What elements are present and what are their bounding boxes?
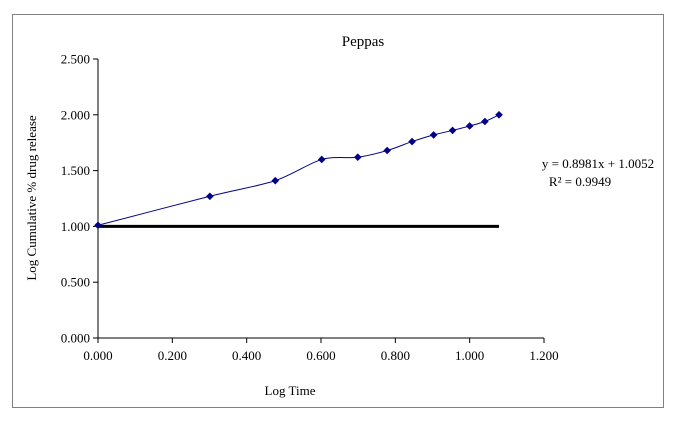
data-point xyxy=(465,122,474,130)
data-point xyxy=(408,137,416,146)
x-tick-label: 0.200 xyxy=(158,348,187,363)
x-ticks: 0.000 0.200 0.400 0.600 0.800 1.000 1.200 xyxy=(83,338,559,363)
y-tick-label: 2.000 xyxy=(61,107,90,122)
x-tick-label: 0.600 xyxy=(306,348,335,363)
x-tick-label: 0.400 xyxy=(232,348,261,363)
data-point xyxy=(94,221,102,230)
y-tick-label: 1.000 xyxy=(61,219,90,234)
y-tick-label: 1.500 xyxy=(61,163,90,178)
trendline-equation: y = 0.8981x + 1.0052 xyxy=(542,156,654,171)
y-axis-label: Log Cumulative % drug release xyxy=(24,115,39,281)
data-point xyxy=(353,153,362,162)
data-point xyxy=(206,192,214,201)
y-tick-label: 2.500 xyxy=(61,52,90,67)
x-axis-group: 0.000 0.200 0.400 0.600 0.800 1.000 1.200 xyxy=(83,337,559,363)
x-tick-label: 0.800 xyxy=(381,348,410,363)
x-tick-label: 1.000 xyxy=(455,348,484,363)
data-point xyxy=(481,117,489,126)
x-tick-label: 0.000 xyxy=(83,348,112,363)
series-line xyxy=(97,114,500,226)
trendline-r2: R² = 0.9949 xyxy=(549,174,611,189)
data-point xyxy=(448,126,457,135)
series-group xyxy=(94,111,503,230)
data-point xyxy=(383,146,391,155)
chart-title: Peppas xyxy=(342,34,385,50)
chart-frame xyxy=(12,14,664,408)
x-axis-label: Log Time xyxy=(265,383,316,398)
y-tick-label: 0.500 xyxy=(61,275,90,290)
y-axis-group: 0.000 0.500 1.000 1.500 2.000 2.500 xyxy=(61,52,99,346)
data-point xyxy=(317,155,326,164)
data-point xyxy=(271,176,280,185)
data-point xyxy=(429,131,438,139)
y-tick-label: 0.000 xyxy=(61,331,90,346)
data-point xyxy=(495,111,503,119)
x-tick-label: 1.200 xyxy=(529,348,558,363)
y-ticks: 0.000 0.500 1.000 1.500 2.000 2.500 xyxy=(61,52,98,346)
